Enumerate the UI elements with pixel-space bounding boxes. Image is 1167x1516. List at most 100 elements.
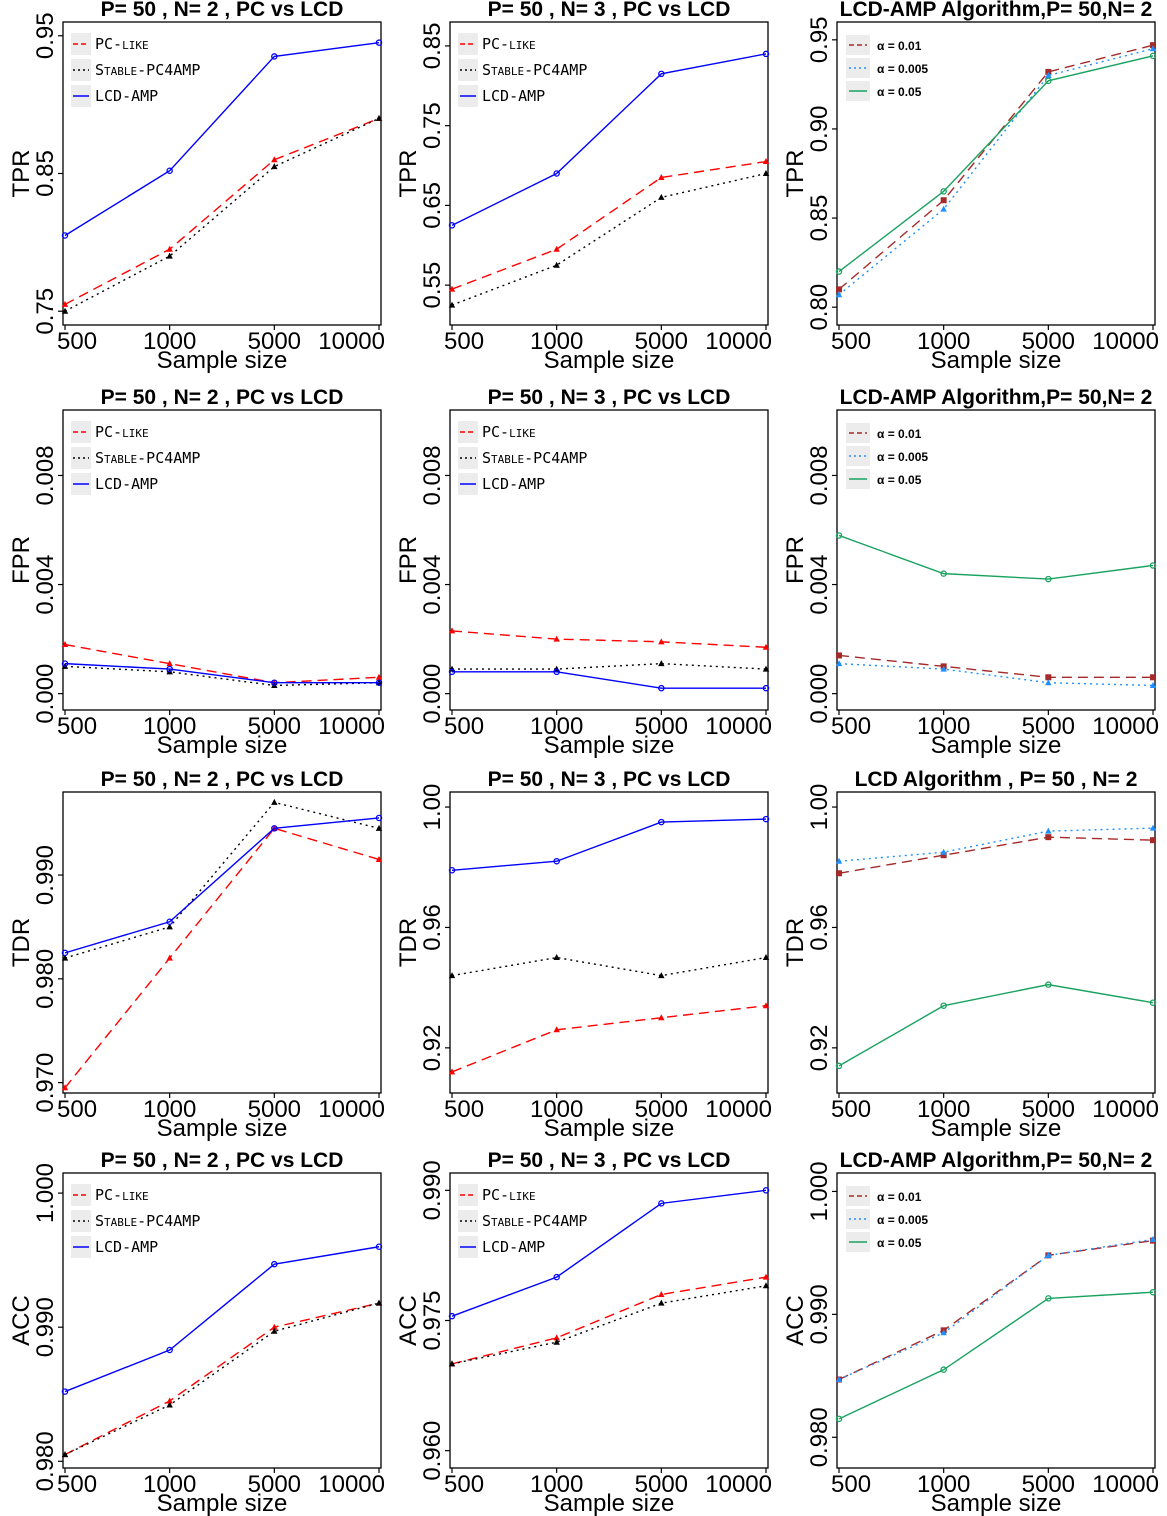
x-axis-label: Sample size bbox=[157, 1115, 288, 1142]
legend-label: α = 0.005 bbox=[877, 62, 928, 76]
series-line-1 bbox=[838, 1239, 1154, 1381]
legend-label: LCD-AMP bbox=[482, 1238, 545, 1256]
y-tick-label: 0.975 bbox=[419, 1290, 446, 1350]
data-point bbox=[375, 39, 383, 46]
series-line-3 bbox=[451, 818, 767, 871]
x-tick-label: 5000 bbox=[248, 1471, 301, 1498]
y-axis-label: ACC bbox=[782, 1295, 809, 1346]
legend-key-bg bbox=[458, 447, 478, 469]
data-point bbox=[271, 825, 278, 832]
x-tick-label: 1000 bbox=[917, 1096, 970, 1123]
data-point bbox=[553, 1338, 560, 1345]
data-point bbox=[658, 1014, 665, 1021]
data-point bbox=[836, 286, 842, 293]
data-point bbox=[762, 50, 770, 58]
plot-frame bbox=[449, 21, 769, 326]
x-tick-label: 1000 bbox=[917, 713, 970, 740]
series-line-3 bbox=[838, 1291, 1154, 1420]
series-line-1 bbox=[451, 1005, 767, 1073]
legend-key-bg bbox=[846, 1209, 870, 1229]
data-point bbox=[375, 1243, 383, 1251]
x-tick-label: 10000 bbox=[1092, 1471, 1159, 1498]
legend-label: Stable-PC4AMP bbox=[95, 61, 200, 79]
y-tick-label: 0.75 bbox=[32, 288, 59, 335]
x-tick-label: 1000 bbox=[143, 328, 196, 355]
data-point bbox=[166, 1401, 173, 1408]
y-tick-label: 0.92 bbox=[806, 1024, 833, 1071]
legend-label: α = 0.05 bbox=[877, 473, 922, 487]
data-point bbox=[1045, 1295, 1052, 1302]
legend: PC-like Stable-PC4AMP LCD-AMP bbox=[458, 33, 587, 107]
data-point bbox=[835, 532, 843, 539]
series-line-1 bbox=[451, 1276, 767, 1365]
legend: α = 0.01 α = 0.005 α = 0.05 bbox=[846, 423, 928, 489]
series-line-1 bbox=[64, 643, 380, 684]
series-line-2 bbox=[451, 956, 767, 977]
y-tick-label: 1.00 bbox=[806, 784, 833, 831]
legend: PC-like Stable-PC4AMP LCD-AMP bbox=[71, 33, 200, 107]
y-tick-label: 0.970 bbox=[32, 1053, 59, 1113]
data-point bbox=[835, 1062, 843, 1070]
series-line-1 bbox=[838, 654, 1153, 678]
data-point bbox=[940, 188, 947, 195]
data-point bbox=[658, 1299, 665, 1306]
data-point bbox=[61, 1388, 69, 1395]
series-line-1 bbox=[64, 827, 380, 1089]
x-tick-label: 5000 bbox=[635, 1471, 688, 1498]
data-point bbox=[1149, 1235, 1157, 1242]
x-tick-label: 500 bbox=[444, 328, 484, 355]
data-point bbox=[61, 232, 69, 239]
legend-label: PC-like bbox=[482, 423, 536, 441]
legend-label: α = 0.05 bbox=[877, 1236, 922, 1250]
series-line-3 bbox=[64, 41, 380, 237]
x-tick-label: 1000 bbox=[917, 328, 970, 355]
series-line-2 bbox=[451, 1285, 767, 1365]
chart-panel-9: LCD Algorithm , P= 50 , N= 2 500 1000 5000 1… bbox=[782, 768, 1159, 1142]
x-tick-label: 1000 bbox=[143, 713, 196, 740]
chart-panel-6: LCD-AMP Algorithm,P= 50,N= 2 500 1000 5000 1… bbox=[782, 386, 1159, 759]
data-point bbox=[1149, 52, 1157, 60]
series-line-3 bbox=[838, 983, 1154, 1067]
series-line-2 bbox=[838, 48, 1154, 296]
data-point bbox=[835, 660, 843, 667]
data-point bbox=[1045, 827, 1052, 834]
legend-label: PC-like bbox=[95, 35, 149, 53]
data-point bbox=[271, 1260, 278, 1268]
data-point bbox=[61, 1451, 69, 1458]
chart-panel-12: LCD-AMP Algorithm,P= 50,N= 2 500 1000 5000 1… bbox=[782, 1149, 1159, 1516]
x-axis-label: Sample size bbox=[931, 1115, 1062, 1142]
y-axis-label: FPR bbox=[782, 536, 809, 584]
data-point bbox=[166, 918, 173, 925]
data-point bbox=[553, 1334, 560, 1341]
y-tick-label: 0.990 bbox=[32, 1297, 59, 1357]
y-tick-label: 0.004 bbox=[419, 555, 446, 615]
data-point bbox=[940, 848, 947, 855]
x-tick-label: 500 bbox=[831, 1096, 871, 1123]
plot-frame bbox=[62, 409, 382, 711]
series-line-1 bbox=[64, 117, 380, 305]
x-axis-label: Sample size bbox=[157, 1490, 288, 1516]
data-point bbox=[448, 301, 456, 308]
legend-label: Stable-PC4AMP bbox=[95, 1212, 200, 1230]
chart-title: LCD-AMP Algorithm,P= 50,N= 2 bbox=[840, 386, 1153, 409]
series-line-3 bbox=[451, 53, 767, 226]
legend-label: LCD-AMP bbox=[95, 87, 158, 105]
x-axis-label: Sample size bbox=[544, 1115, 675, 1142]
y-tick-label: 0.004 bbox=[806, 555, 833, 615]
data-point bbox=[166, 252, 173, 259]
x-tick-label: 5000 bbox=[1022, 1471, 1075, 1498]
data-point bbox=[448, 972, 456, 979]
y-axis-label: TDR bbox=[395, 918, 422, 967]
x-tick-label: 500 bbox=[831, 1471, 871, 1498]
data-point bbox=[658, 638, 665, 645]
legend: α = 0.01 α = 0.005 α = 0.05 bbox=[846, 1186, 928, 1252]
x-axis-label: Sample size bbox=[931, 732, 1062, 759]
data-point bbox=[1149, 562, 1157, 569]
y-tick-label: 0.980 bbox=[32, 1431, 59, 1491]
data-point bbox=[1150, 837, 1156, 844]
legend-key-bg bbox=[846, 58, 870, 78]
data-point bbox=[553, 668, 560, 676]
legend-label: LCD-AMP bbox=[482, 475, 545, 493]
data-point bbox=[940, 1002, 947, 1009]
chart-title: P= 50 , N= 2 , PC vs LCD bbox=[101, 0, 344, 21]
